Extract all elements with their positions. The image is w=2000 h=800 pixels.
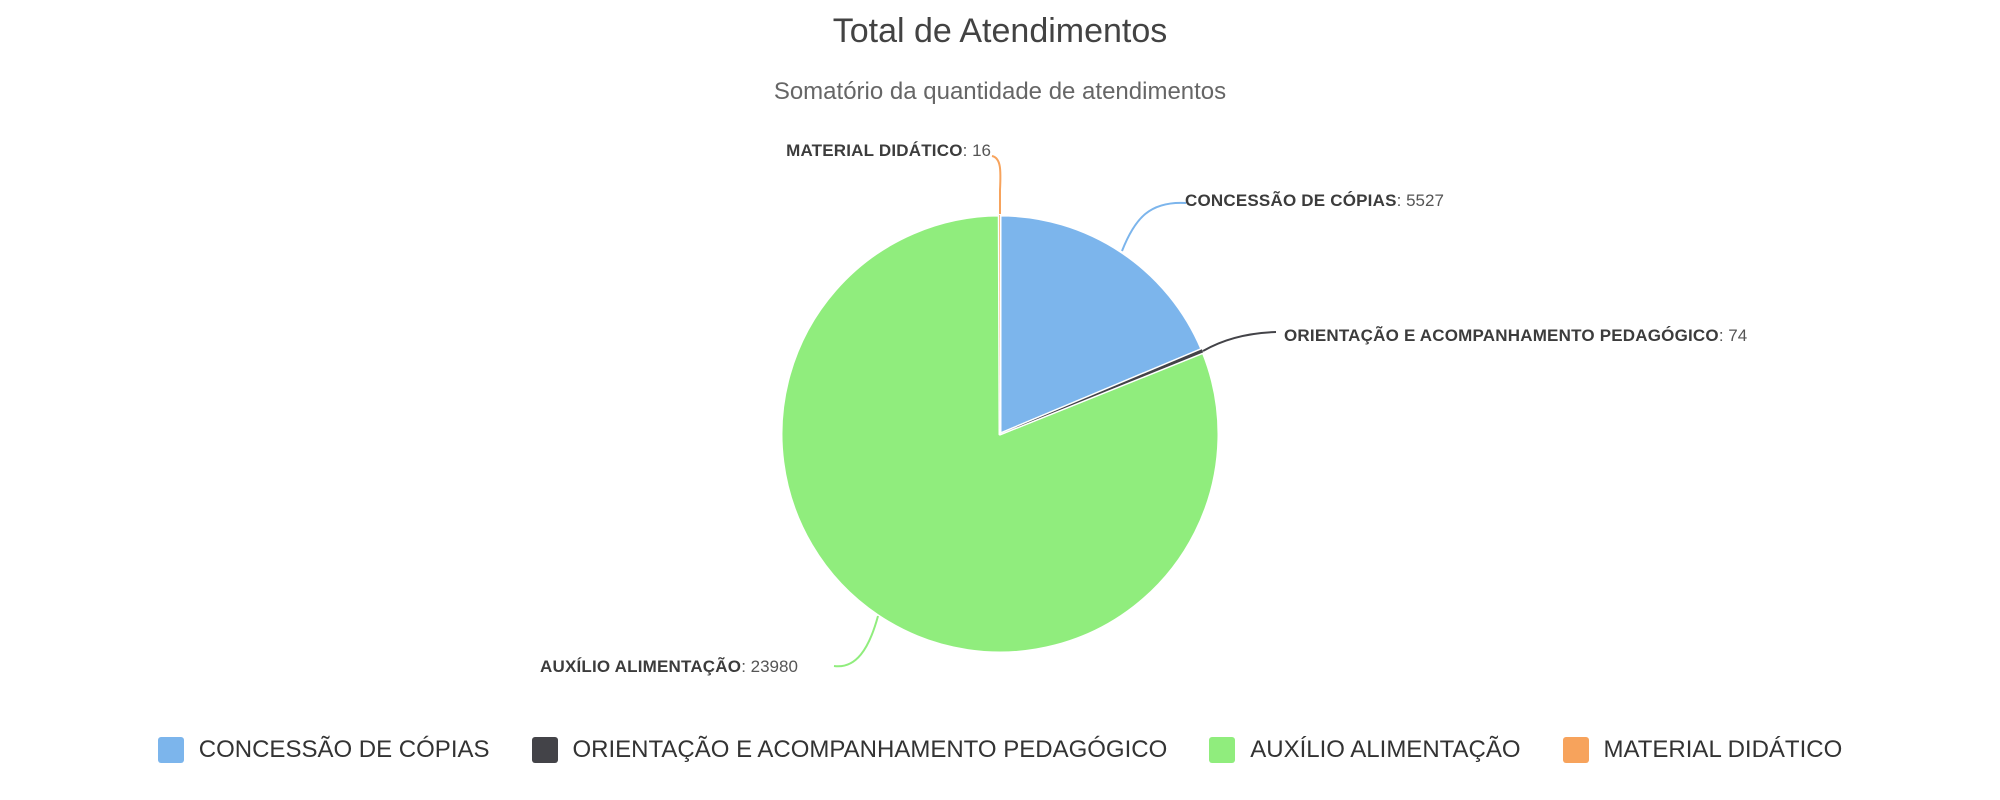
legend-item-auxilio-alimentacao[interactable]: AUXÍLIO ALIMENTAÇÃO (1209, 736, 1521, 764)
data-label-name: MATERIAL DIDÁTICO (786, 141, 963, 160)
legend-item-label: AUXÍLIO ALIMENTAÇÃO (1250, 736, 1521, 763)
legend-item-label: ORIENTAÇÃO E ACOMPANHAMENTO PEDAGÓGICO (572, 736, 1168, 763)
legend-item-material-didatico[interactable]: MATERIAL DIDÁTICO (1562, 736, 1843, 764)
data-label-separator: : (1396, 191, 1407, 210)
data-label-name: CONCESSÃO DE CÓPIAS (1185, 191, 1397, 210)
data-label-name: ORIENTAÇÃO E ACOMPANHAMENTO PEDAGÓGICO (1284, 326, 1719, 345)
data-label-name: AUXÍLIO ALIMENTAÇÃO (540, 657, 742, 676)
data-label-orientacao-pedagogico: ORIENTAÇÃO E ACOMPANHAMENTO PEDAGÓGICO: … (1284, 325, 1747, 346)
data-label-value: 5527 (1406, 191, 1444, 210)
legend-swatch-orange (1562, 737, 1589, 763)
data-label-concessao-de-copias: CONCESSÃO DE CÓPIAS: 5527 (1185, 190, 1444, 211)
legend-item-label: MATERIAL DIDÁTICO (1603, 736, 1843, 763)
data-label-material-didatico: MATERIAL DIDÁTICO: 16 (786, 140, 991, 161)
legend-swatch-dark (531, 737, 558, 763)
data-label-value: 16 (972, 141, 991, 160)
pie-slice-1[interactable] (1000, 349, 1204, 434)
chart-title: Total de Atendimentos (832, 12, 1168, 50)
data-label-connector-3 (991, 155, 1002, 214)
legend-swatch-blue (157, 737, 184, 763)
data-label-separator: : (1718, 326, 1729, 345)
legend-item-concessao-de-copias[interactable]: CONCESSÃO DE CÓPIAS (157, 736, 490, 764)
data-label-connector-0 (1121, 201, 1187, 252)
legend-item-label: CONCESSÃO DE CÓPIAS (198, 736, 490, 763)
data-label-auxilio-alimentacao: AUXÍLIO ALIMENTAÇÃO: 23980 (540, 656, 798, 677)
chart-subtitle: Somatório da quantidade de atendimentos (773, 78, 1227, 105)
data-label-connector-1 (1202, 331, 1277, 352)
data-label-connector-2 (833, 615, 879, 668)
data-label-value: 23980 (750, 657, 798, 676)
pie-slice-3[interactable] (999, 214, 1000, 434)
data-label-separator: : (741, 657, 751, 676)
legend: CONCESSÃO DE CÓPIAS ORIENTAÇÃO E ACOMPAN… (0, 736, 2000, 764)
legend-item-orientacao-pedagogico[interactable]: ORIENTAÇÃO E ACOMPANHAMENTO PEDAGÓGICO (531, 736, 1168, 764)
legend-swatch-green (1209, 737, 1236, 763)
pie-slice-0[interactable] (998, 213, 1204, 436)
data-label-value: 74 (1728, 326, 1748, 345)
data-label-separator: : (962, 141, 973, 160)
